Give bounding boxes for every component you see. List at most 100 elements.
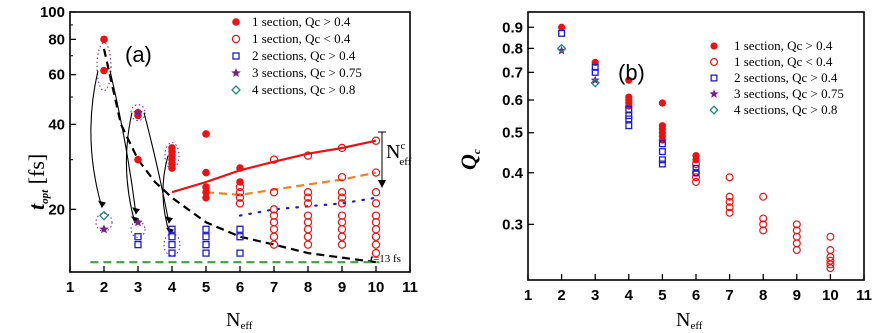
marker-open-square <box>236 233 244 241</box>
x-tick-label: 4 <box>168 279 177 296</box>
marker-open-diamond <box>231 85 241 95</box>
group-oval <box>96 42 112 92</box>
arrow-curve <box>90 70 103 208</box>
arrow-curve <box>125 112 136 224</box>
group-oval <box>164 142 180 170</box>
marker-filled-circle <box>202 130 210 138</box>
marker-open-diamond <box>556 43 567 54</box>
marker-open-square <box>134 233 142 241</box>
y-tick-label: 0.8 <box>502 40 523 57</box>
panel-a-axes <box>69 11 411 273</box>
legend-label: 3 sections, Qc > 0.75 <box>252 65 362 80</box>
group-oval <box>130 104 146 122</box>
annotation-neff-c: Nc eff <box>386 140 412 168</box>
marker-open-circle <box>303 193 313 202</box>
marker-filled-circle <box>710 42 718 50</box>
panel-a-label: (a) <box>125 42 152 67</box>
x-tick-label: 8 <box>759 287 767 304</box>
legend-label: 4 sections, Qc > 0.8 <box>252 82 355 97</box>
panel-a-legend: 1 section, Qc > 0.4 1 section, Qc < 0.4 2 … <box>231 14 362 97</box>
fit-line-solid-red <box>171 139 377 194</box>
marker-open-circle <box>235 199 245 208</box>
marker-open-square <box>658 156 666 164</box>
panel-b-label: (b) <box>618 60 645 85</box>
marker-open-square <box>710 74 718 82</box>
marker-filled-circle <box>134 155 142 164</box>
x-tick-label: 1 <box>66 279 74 296</box>
marker-open-circle <box>725 208 734 217</box>
marker-star <box>709 89 719 98</box>
marker-open-square <box>202 249 210 257</box>
marker-filled-circle <box>202 193 210 202</box>
legend-label: 3 sections, Qc > 0.75 <box>734 86 844 101</box>
marker-open-circle <box>371 199 381 208</box>
marker-open-square <box>692 164 700 172</box>
y-tick-label: 0.9 <box>502 19 523 36</box>
marker-open-circle <box>303 232 313 241</box>
panel-b-ylabel: Qc <box>456 149 483 170</box>
marker-open-circle <box>235 188 245 197</box>
marker-open-square <box>625 115 633 123</box>
marker-open-circle <box>725 192 734 201</box>
marker-filled-circle <box>202 183 210 191</box>
x-tick-label: 3 <box>591 287 599 304</box>
marker-open-circle <box>691 177 701 186</box>
marker-open-circle <box>269 232 279 241</box>
marker-open-square <box>202 225 210 233</box>
group-oval <box>163 233 181 257</box>
fit-line-dash-orange <box>205 171 377 197</box>
marker-open-circle <box>826 260 835 269</box>
marker-open-circle <box>235 182 245 192</box>
x-tick-label: 7 <box>270 279 278 296</box>
x-tick-label: 7 <box>725 287 733 304</box>
marker-open-circle <box>371 168 381 177</box>
marker-open-circle <box>691 173 701 182</box>
marker-open-square <box>658 160 666 168</box>
y-tick-label: 0.5 <box>502 125 523 142</box>
arrow-curve <box>143 112 170 224</box>
marker-open-circle <box>792 239 801 248</box>
marker-open-square <box>232 52 240 60</box>
marker-filled-circle <box>202 188 210 197</box>
marker-open-square <box>658 140 666 148</box>
marker-open-circle <box>269 225 279 234</box>
neff-arrow-head <box>378 180 386 188</box>
x-tick-label: 1 <box>524 287 532 304</box>
marker-open-circle <box>725 173 734 182</box>
marker-open-circle <box>337 232 347 241</box>
marker-star <box>99 224 109 234</box>
y-tick-label: 100 <box>40 4 65 21</box>
y-tick-label: 0.6 <box>502 92 523 109</box>
panel-b-x-ticks: 1 2 3 4 5 6 7 8 9 10 11 <box>524 274 872 304</box>
fit-line-dot-blue <box>238 196 378 217</box>
y-tick-label: 0.7 <box>502 64 523 81</box>
y-tick-label: 0.3 <box>502 216 523 233</box>
panel-a-fit-lines <box>90 48 380 264</box>
legend-label: 1 section, Qc > 0.4 <box>252 14 351 29</box>
marker-open-square <box>625 122 633 130</box>
x-tick-label: 11 <box>856 287 872 304</box>
x-tick-label: 8 <box>304 279 312 296</box>
marker-open-square <box>236 225 244 233</box>
marker-open-circle <box>303 240 313 249</box>
marker-open-diamond <box>709 105 719 115</box>
marker-open-square <box>134 240 142 249</box>
y-tick-label: 40 <box>48 116 65 133</box>
x-tick-label: 11 <box>402 279 418 296</box>
marker-open-circle <box>371 248 381 258</box>
marker-open-circle <box>269 155 279 164</box>
marker-open-circle <box>337 225 347 234</box>
annotation-t13: t=13 fs <box>370 253 401 265</box>
marker-open-circle <box>337 172 347 182</box>
marker-open-square <box>168 225 176 233</box>
marker-open-circle <box>759 214 768 223</box>
fit-line-dash-black <box>102 48 377 264</box>
panel-b-xlabel: Neff <box>676 309 703 332</box>
arrow-head <box>166 227 174 235</box>
marker-open-circle <box>337 188 347 197</box>
panel-b-y-ticks: 0.3 0.4 0.5 0.6 0.7 0.8 0.9 <box>502 19 534 233</box>
marker-open-circle <box>725 197 734 206</box>
marker-open-circle <box>231 34 241 44</box>
